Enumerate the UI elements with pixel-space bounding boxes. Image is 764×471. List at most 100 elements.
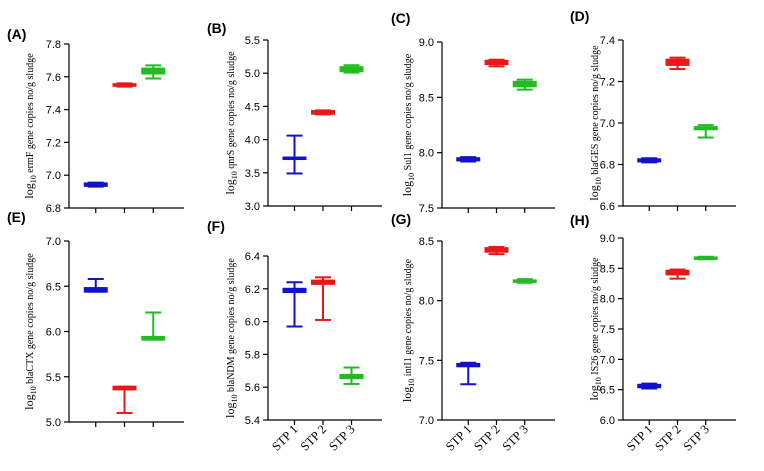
y-axis-title-text: Sul1 gene copies no/g sludge: [403, 53, 414, 173]
chart-panel: (D) 6.6 6.8 7.0 7.2 7.4 log10 blaGES gene copi…: [570, 8, 736, 213]
y-axis-title: log10 Sul1 gene copies no/g sludge: [400, 53, 416, 196]
box-plot: [83, 278, 108, 293]
y-tick-label: 8.5: [600, 263, 615, 275]
y-tick-label: 7.4: [600, 35, 615, 47]
box-plot: [83, 181, 108, 188]
y-axis-title: log10 intI1 gene copies no/g sludge: [400, 258, 416, 402]
y-tick-label: 5.0: [245, 68, 260, 80]
box-plot: [484, 245, 509, 256]
box-plot: [282, 281, 307, 328]
y-tick-label: 7.4: [46, 105, 61, 117]
y-axis-title-subscript: 10: [29, 386, 38, 394]
x-tick-label: STP 3: [326, 422, 357, 453]
box-plot: [456, 156, 481, 163]
y-tick-label: 6.5: [600, 385, 615, 397]
y-tick-label: 8.0: [600, 294, 615, 306]
y-axis-title-subscript: 10: [594, 177, 603, 185]
box-plot: [693, 124, 718, 139]
box-plot: [665, 268, 690, 280]
box-plot: [637, 157, 662, 164]
box-plot: [311, 276, 335, 321]
y-tick-label: 8.0: [419, 296, 434, 308]
panel-label: (D): [570, 8, 589, 24]
box-plot: [512, 278, 537, 284]
y-axis-title-text: blaCTX gene copies no/g sludge: [25, 253, 36, 387]
y-tick-label: 5.6: [245, 382, 260, 394]
panel-label: (F): [207, 218, 225, 234]
y-tick-label: 3.5: [245, 168, 260, 180]
y-axis-title-subscript: 10: [230, 171, 239, 179]
y-tick-label: 6.5: [46, 281, 61, 293]
y-tick-label: 7.6: [46, 72, 61, 84]
y-axis-title-log: log: [223, 179, 237, 194]
box-plot: [484, 58, 509, 68]
y-tick-label: 7.2: [46, 137, 61, 149]
y-axis-title-subscript: 10: [407, 379, 416, 387]
chart-panel: (E) 5.0 5.5 6.0 6.5 7.0 log10 blaCTX gene copi…: [7, 209, 184, 429]
x-tick-label: STP 2: [298, 422, 329, 453]
y-axis-title: log10 blaNDM gene copies no/g sludge: [223, 258, 239, 418]
y-tick-label: 6.0: [245, 317, 260, 329]
x-tick-label: STP 2: [652, 422, 683, 453]
box-plot: [112, 385, 137, 414]
box-plot: [512, 78, 537, 91]
y-axis-title-text: blaNDM gene copies no/g sludge: [226, 258, 237, 395]
box-plot: [693, 255, 718, 261]
y-axis-title-log: log: [587, 185, 601, 200]
y-tick-label: 6.8: [46, 203, 61, 215]
y-tick-label: 6.0: [600, 415, 615, 427]
y-tick-label: 8.0: [419, 148, 434, 160]
y-tick-label: 7.0: [419, 415, 434, 427]
x-tick-label: STP 3: [680, 422, 711, 453]
y-axis-title: log10 blaCTX gene copies no/g sludge: [22, 253, 38, 410]
x-tick-label: STP 2: [471, 422, 502, 453]
x-tick-label: STP 1: [269, 422, 300, 453]
y-axis-title-text: intI1 gene copies no/g sludge: [403, 258, 414, 378]
y-tick-label: 5.5: [245, 35, 260, 47]
y-tick-label: 6.2: [245, 284, 260, 296]
y-tick-label: 5.0: [46, 417, 61, 429]
y-tick-label: 7.0: [600, 118, 615, 130]
y-axis-title-log: log: [22, 183, 36, 198]
y-tick-label: 9.0: [600, 233, 615, 245]
panel-label: (H): [570, 212, 589, 228]
y-tick-label: 4.5: [245, 101, 260, 113]
y-tick-label: 7.2: [600, 77, 615, 89]
y-tick-label: 6.0: [46, 327, 61, 339]
y-tick-label: 6.8: [600, 160, 615, 172]
y-axis-title-log: log: [587, 385, 601, 400]
y-tick-label: 7.0: [46, 236, 61, 248]
box-plot: [665, 56, 690, 71]
x-tick-label: STP 1: [624, 422, 655, 453]
y-axis-title-subscript: 10: [230, 395, 239, 403]
panel-label: (E): [7, 209, 26, 225]
y-tick-label: 8.5: [419, 236, 434, 248]
box-plot: [282, 134, 307, 175]
y-axis-title-log: log: [400, 181, 414, 196]
y-tick-label: 9.0: [419, 37, 434, 49]
box-plot: [456, 361, 481, 386]
y-tick-label: 7.5: [419, 203, 434, 215]
y-tick-label: 8.5: [419, 92, 434, 104]
y-axis-title-text: ermF gene copies no/g sludge: [25, 53, 36, 175]
y-tick-label: 7.0: [46, 170, 61, 182]
box-plot: [141, 311, 166, 341]
box-plot: [311, 109, 335, 116]
y-axis-title-subscript: 10: [29, 175, 38, 183]
y-tick-label: 7.5: [419, 355, 434, 367]
panel-label: (C): [391, 10, 410, 26]
box-plot: [637, 382, 662, 390]
box-plot: [339, 366, 364, 385]
y-tick-label: 7.8: [46, 39, 61, 51]
y-axis-title-text: qnrS gene copies no/g sludge: [226, 51, 237, 171]
y-axis-title: log10 IS26 gene copies no/g sludge: [587, 257, 603, 401]
y-tick-label: 6.6: [600, 201, 615, 213]
y-axis-title-log: log: [400, 387, 414, 402]
panel-label: (B): [207, 20, 226, 36]
y-axis-title-text: blaGES gene copies no/g sludge: [590, 45, 601, 177]
x-tick-label: STP 1: [443, 422, 474, 453]
